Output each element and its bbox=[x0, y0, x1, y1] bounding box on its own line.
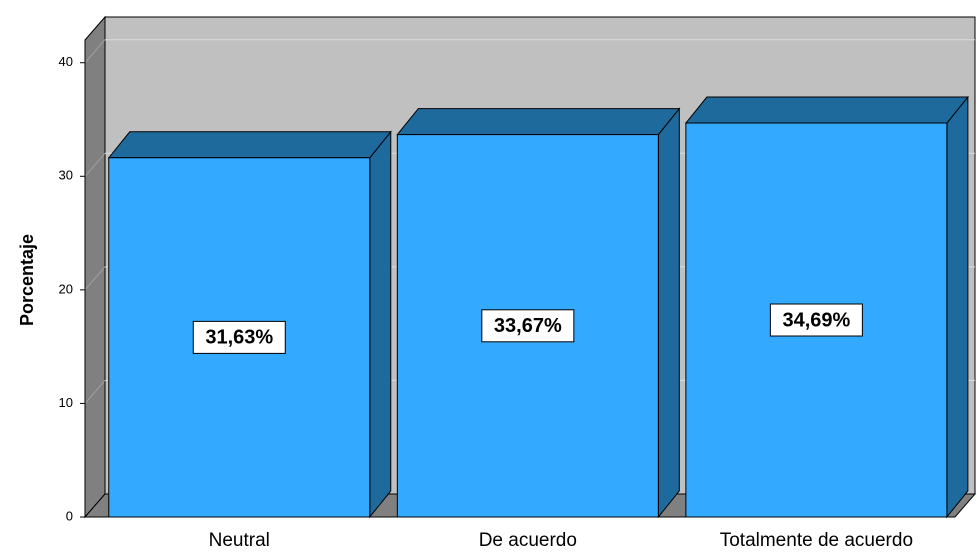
bar-side bbox=[946, 95, 969, 519]
bar-top bbox=[684, 96, 969, 124]
value-label: 31,63% bbox=[205, 327, 273, 349]
value-label-box bbox=[192, 320, 286, 354]
grid-line bbox=[84, 380, 106, 404]
y-tick-label: 30 bbox=[59, 168, 73, 183]
y-tick-label: 10 bbox=[59, 395, 73, 410]
x-tick-label: Neutral bbox=[209, 530, 270, 551]
x-tick-label: Totalmente de acuerdo bbox=[720, 530, 913, 551]
y-tick-label: 0 bbox=[66, 508, 73, 523]
bar-side bbox=[369, 130, 392, 519]
value-label: 33,67% bbox=[494, 315, 562, 337]
x-tick-label: De acuerdo bbox=[479, 530, 577, 551]
value-label-box bbox=[481, 309, 575, 343]
bar-top bbox=[107, 131, 392, 159]
value-label-box bbox=[769, 303, 863, 337]
bar-top bbox=[396, 108, 681, 136]
grid-line bbox=[84, 39, 106, 64]
value-label: 34,69% bbox=[782, 309, 850, 331]
grid-line bbox=[84, 266, 106, 291]
y-axis-label: Porcentaje bbox=[17, 234, 37, 326]
left-wall bbox=[84, 15, 106, 519]
bar-side bbox=[657, 107, 680, 519]
y-tick-label: 40 bbox=[59, 54, 73, 69]
y-tick-label: 20 bbox=[59, 281, 73, 296]
grid-line bbox=[84, 152, 106, 177]
